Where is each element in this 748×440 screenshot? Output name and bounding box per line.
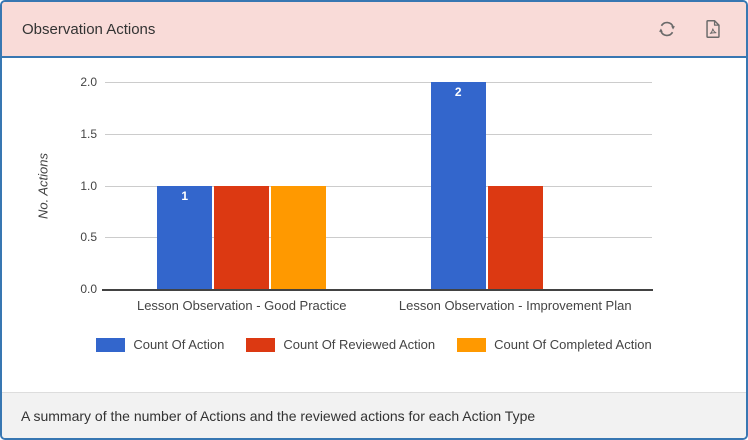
bar-value-label: 2: [454, 85, 462, 99]
legend-item: Count Of Action: [96, 337, 224, 352]
y-tick-label: 1.0: [80, 178, 97, 193]
header-actions: [654, 16, 726, 42]
legend-label: Count Of Completed Action: [494, 337, 652, 352]
y-tick-label: 0.0: [80, 282, 97, 296]
y-gridline: [105, 237, 652, 239]
y-axis-title: No. Actions: [35, 152, 51, 219]
chart-bar[interactable]: [214, 185, 270, 289]
chart-bar[interactable]: 1: [157, 185, 213, 289]
legend-label: Count Of Action: [133, 337, 225, 352]
chart-bar[interactable]: 2: [430, 82, 486, 289]
legend-swatch: [246, 337, 276, 352]
legend-label: Count Of Reviewed Action: [283, 337, 436, 352]
legend-swatch: [96, 337, 126, 352]
legend-item: Count Of Reviewed Action: [246, 337, 435, 352]
panel-footer: A summary of the number of Actions and t…: [2, 392, 746, 438]
refresh-icon: [656, 18, 678, 40]
pdf-file-icon: [702, 18, 724, 40]
export-pdf-button[interactable]: [700, 16, 726, 42]
y-gridline: [105, 82, 652, 83]
footer-description: A summary of the number of Actions and t…: [21, 407, 536, 424]
y-gridline: [105, 133, 652, 135]
y-tick-label: 1.5: [80, 126, 97, 141]
chart-bar[interactable]: [271, 185, 327, 289]
x-axis-line: [102, 289, 653, 291]
y-tick-label: 2.0: [80, 75, 97, 89]
x-category-label: Lesson Observation - Good Practice: [136, 298, 347, 313]
panel-header: Observation Actions: [2, 2, 746, 58]
refresh-button[interactable]: [654, 16, 680, 42]
chart-area: 0.0 0.5 1.0 1.5 2.0 No. Actions Lesson Observa…: [2, 60, 746, 392]
y-gridline: [105, 185, 652, 187]
x-category-label: Lesson Observation - Improvement Plan: [398, 298, 632, 313]
chart-legend: Count Of Action Count Of Reviewed Action C…: [2, 337, 746, 352]
chart-bar[interactable]: [487, 185, 543, 289]
y-tick-label: 0.5: [80, 230, 97, 245]
legend-item: Count Of Completed Action: [457, 337, 652, 352]
panel-title: Observation Actions: [22, 20, 156, 38]
bar-value-label: 1: [181, 188, 189, 203]
legend-swatch: [457, 337, 487, 352]
